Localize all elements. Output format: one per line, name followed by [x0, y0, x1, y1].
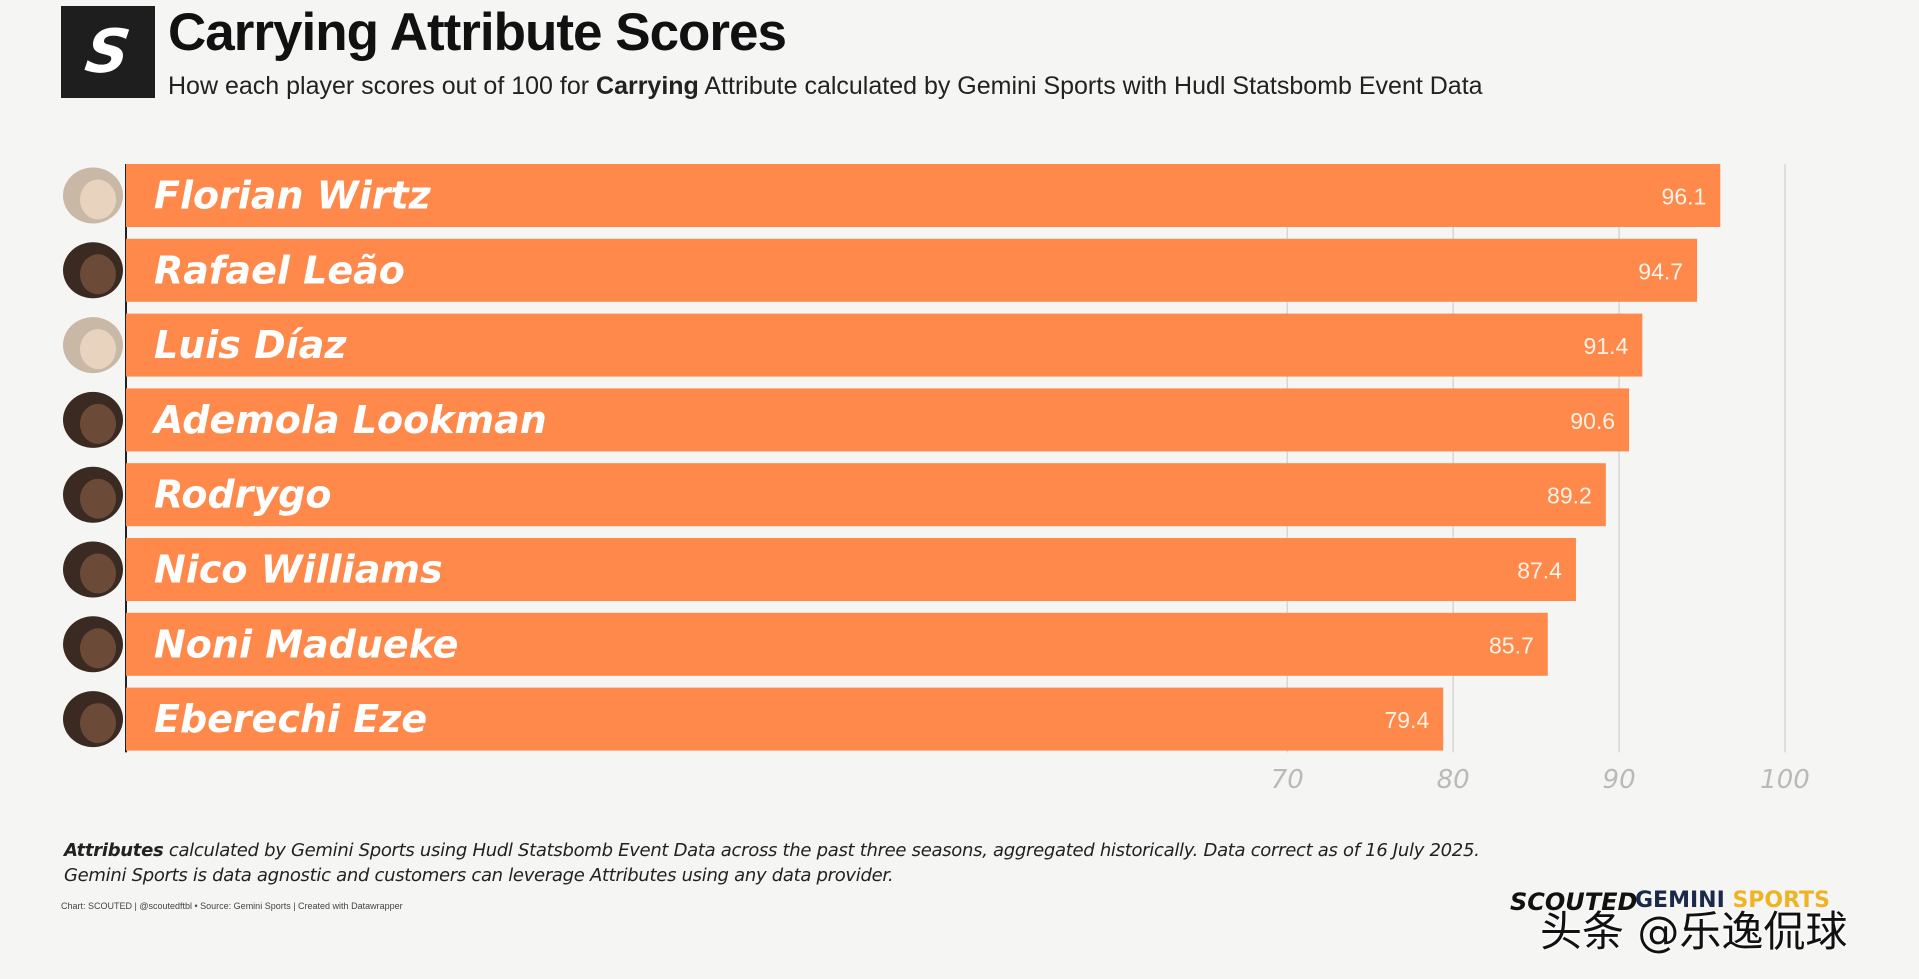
x-tick-label: 100 [1760, 765, 1810, 795]
gemini-sports-logo: GEMINI SPORTS [1635, 888, 1830, 913]
player-name: Florian Wirtz [154, 174, 432, 218]
player-face [80, 403, 116, 444]
watermark: 头条 @乐逸侃球 [1540, 907, 1848, 956]
value-label: 96.1 [1662, 184, 1707, 210]
bar [126, 313, 1643, 377]
bar [126, 612, 1548, 676]
bar [126, 164, 1721, 227]
x-tick-label: 90 [1603, 765, 1636, 795]
bar [126, 538, 1576, 601]
value-label: 79.4 [1384, 707, 1429, 733]
scouted-logo: S [61, 6, 155, 98]
player-name: Eberechi Eze [154, 697, 427, 741]
player-face [80, 628, 116, 669]
scouted-brand-logo: SCOUTED [1510, 888, 1638, 916]
x-tick-label: 70 [1271, 765, 1304, 795]
bar [126, 463, 1606, 527]
player-face [80, 553, 116, 594]
x-tick-label: 80 [1437, 765, 1470, 795]
bar [126, 238, 1698, 302]
player-name: Nico Williams [154, 548, 443, 592]
player-face [80, 329, 116, 370]
chart-subtitle: How each player scores out of 100 for Ca… [168, 72, 1483, 100]
player-name: Luis Díaz [154, 323, 347, 367]
bar-chart: 70 80 90 100 Florian Wirtz 96.1 Rafael Leão 94.… [63, 164, 1810, 795]
value-label: 91.4 [1584, 333, 1629, 359]
player-face [80, 179, 116, 220]
value-label: 94.7 [1638, 258, 1683, 284]
player-name: Rodrygo [154, 473, 332, 517]
player-face [80, 478, 116, 519]
chart-title: Carrying Attribute Scores [168, 3, 787, 62]
value-label: 90.6 [1570, 408, 1615, 434]
chart-credit: Chart: SCOUTED | @scoutedftbl • Source: … [61, 901, 403, 911]
player-name: Rafael Leão [154, 248, 405, 292]
player-face [80, 254, 116, 295]
player-name: Ademola Lookman [151, 398, 547, 442]
value-label: 87.4 [1517, 558, 1562, 584]
bar [126, 687, 1444, 751]
player-name: Noni Madueke [154, 622, 458, 666]
value-label: 85.7 [1489, 632, 1534, 658]
footnote: Attributes calculated by Gemini Sports u… [64, 840, 1480, 886]
value-label: 89.2 [1547, 483, 1592, 509]
bar [126, 388, 1630, 452]
player-face [80, 703, 116, 744]
